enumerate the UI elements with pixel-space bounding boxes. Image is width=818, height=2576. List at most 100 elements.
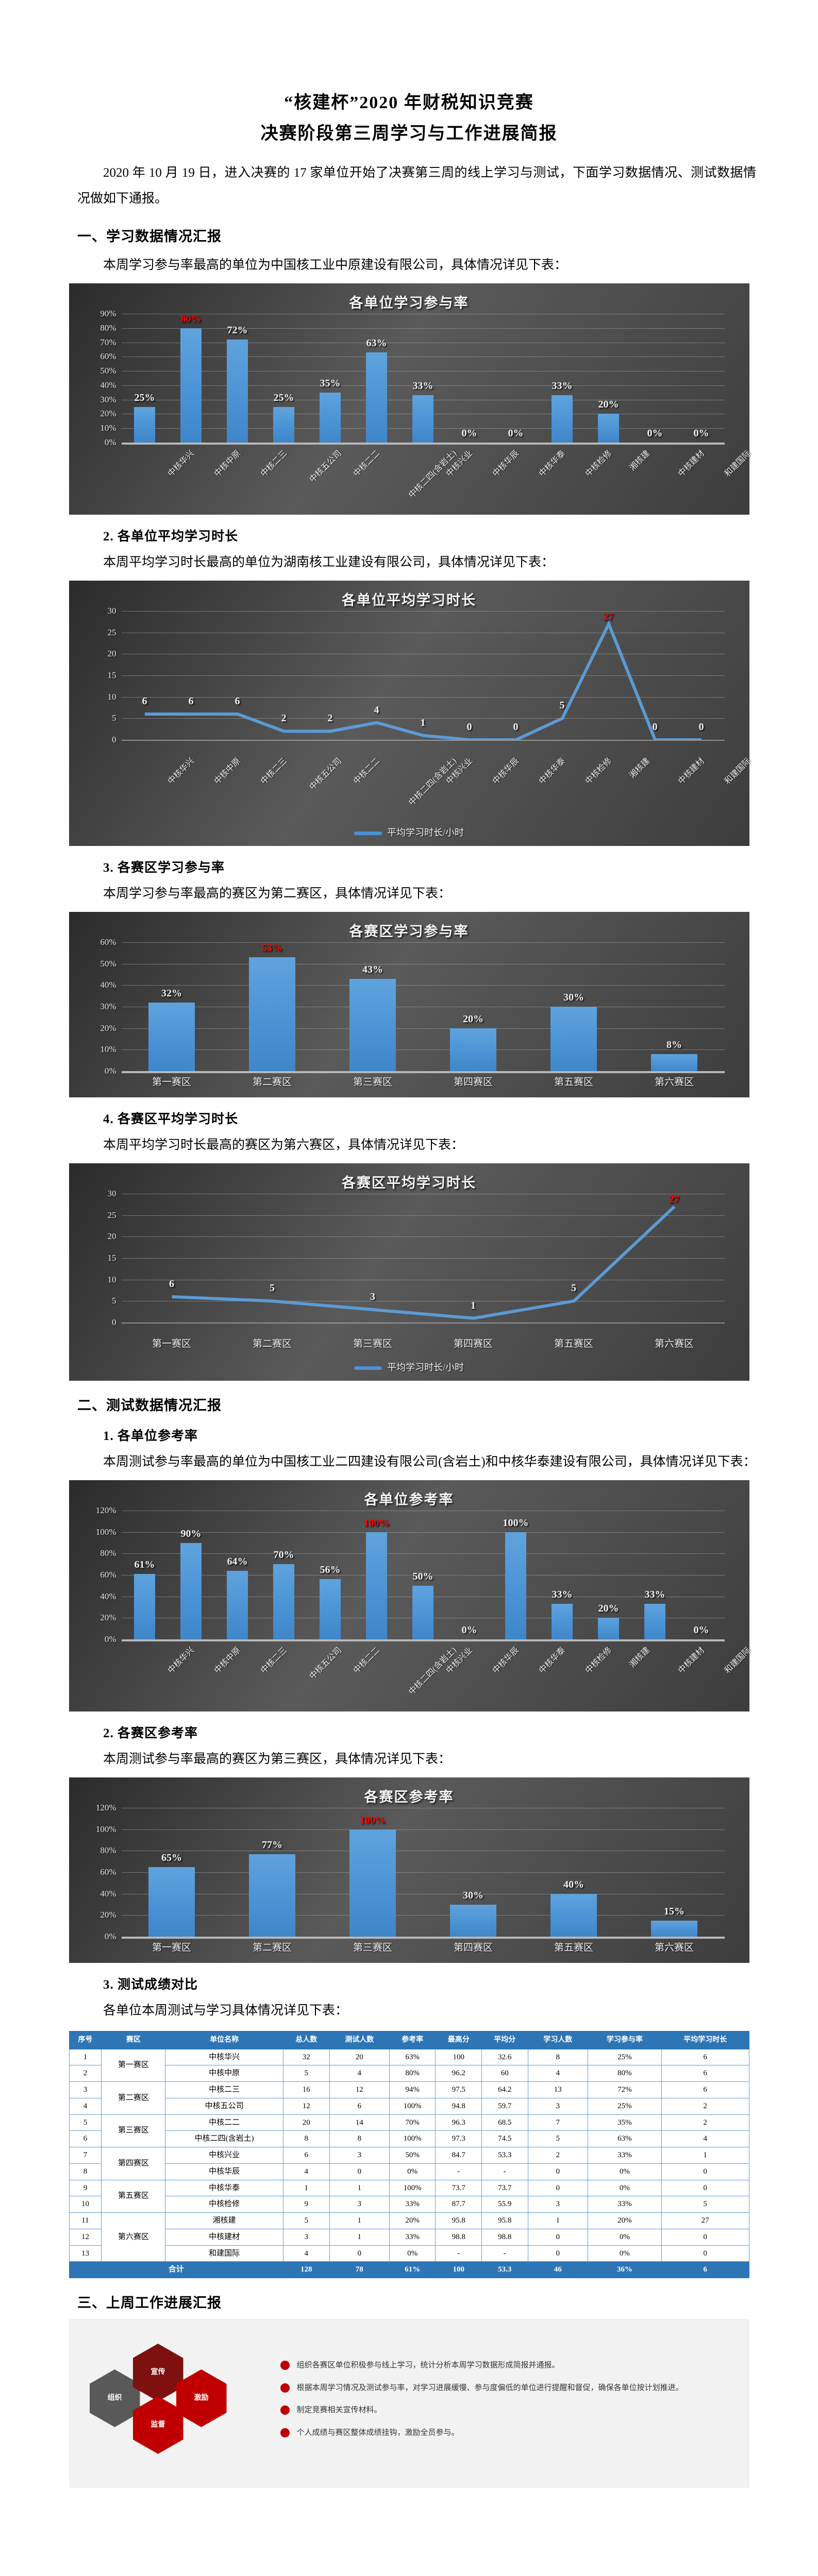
point-value-label: 6 bbox=[169, 1278, 174, 1290]
x-tick-label: 和建国际 bbox=[723, 449, 753, 479]
table-cell: 11 bbox=[69, 2212, 102, 2229]
table-zone-cell: 第一赛区 bbox=[101, 2048, 166, 2082]
bar bbox=[651, 1920, 697, 1937]
table-cell: 中核兴业 bbox=[165, 2147, 284, 2164]
table-cell: 100% bbox=[389, 2097, 436, 2115]
y-tick: 80% bbox=[100, 323, 116, 333]
table-header-cell: 测试人数 bbox=[329, 2031, 390, 2049]
table-cell: 3 bbox=[527, 2196, 588, 2213]
bar-value-label: 80% bbox=[180, 313, 202, 325]
plot-area: 0 5 10 15 20 25 30 6 6 6 2 2 4 1 0 0 5 27 0 0 bbox=[90, 606, 729, 750]
hexagon-tile: 宣传 bbox=[132, 2344, 183, 2401]
x-tick-label: 中核二二 bbox=[352, 756, 382, 786]
chart-title: 各赛区参考率 bbox=[364, 1789, 454, 1805]
bar-column: 53% bbox=[222, 942, 323, 1071]
bar-value-label: 33% bbox=[644, 1589, 665, 1601]
chart-unit-exam-rate: 各单位参考率 0% 20% 40% 60% 80% 100% 120% 61% 90% 64% 70%… bbox=[69, 1480, 753, 1711]
bar-series: 25% 80% 72% 25% 35% 63% 33% 0% 0% 33% 20% 0% 0% bbox=[122, 313, 725, 443]
bullet-text: 组织各赛区单位积极参与线上学习，统计分析本周学习数据形成简报并通报。 bbox=[296, 2361, 560, 2369]
y-tick: 10% bbox=[100, 423, 116, 433]
table-cell: 0% bbox=[389, 2245, 436, 2262]
table-cell: 6 bbox=[661, 2048, 749, 2066]
bar-column: 72% bbox=[214, 314, 261, 443]
table-row: 10 中核检修 9 3 33% 87.7 55.9 3 33% 5 bbox=[69, 2196, 749, 2213]
table-cell: 80% bbox=[389, 2065, 436, 2082]
bar-column: 0% bbox=[678, 314, 725, 443]
chart-title: 各赛区平均学习时长 bbox=[342, 1175, 476, 1191]
bar-series: 61% 90% 64% 70% 56% 100% 50% 0% 100% 33% 20% 33% 0% bbox=[122, 1511, 725, 1639]
y-tick: 30% bbox=[100, 1002, 116, 1011]
y-tick: 40% bbox=[100, 1888, 116, 1899]
bullet-dot-icon bbox=[280, 2383, 290, 2393]
y-tick: 25 bbox=[107, 1210, 116, 1220]
bar-value-label: 61% bbox=[134, 1558, 155, 1570]
bullet-dot-icon bbox=[280, 2428, 290, 2437]
bar bbox=[505, 1532, 527, 1639]
intro-paragraph: 2020 年 10 月 19 日，进入决赛的 17 家单位开始了决赛第三周的线上… bbox=[77, 166, 756, 206]
y-tick: 40% bbox=[100, 980, 116, 990]
table-cell: 68.5 bbox=[481, 2114, 528, 2131]
bar-value-label: 20% bbox=[598, 399, 619, 411]
table-cell: 10 bbox=[69, 2196, 102, 2213]
table-cell: 0% bbox=[587, 2228, 662, 2246]
bar-column: 25% bbox=[261, 314, 307, 443]
line-series-wrap: 6 6 6 2 2 4 1 0 0 5 27 0 0 bbox=[122, 611, 725, 740]
bar-value-label: 90% bbox=[180, 1528, 202, 1539]
bar-value-label: 32% bbox=[161, 987, 182, 999]
table-cell: 6 bbox=[329, 2097, 390, 2115]
bar bbox=[273, 1564, 295, 1639]
table-cell: 74.5 bbox=[481, 2130, 528, 2147]
bar-series: 32% 53% 43% 20% 30% 8% bbox=[122, 942, 725, 1071]
data-line bbox=[145, 624, 702, 740]
table-row: 7 第四赛区 中核兴业 6 3 50% 84.7 53.3 2 33% 1 bbox=[69, 2147, 749, 2180]
y-tick: 10 bbox=[107, 691, 116, 702]
x-tick-label: 中核华泰 bbox=[538, 756, 567, 786]
bullet-dot-icon bbox=[280, 2405, 290, 2415]
bar-column: 100% bbox=[323, 1808, 423, 1937]
y-tick: 30 bbox=[107, 1189, 116, 1198]
bar-column: 30% bbox=[524, 942, 624, 1071]
bar bbox=[148, 1867, 195, 1937]
table-total-row: 合计 128 78 61% 100 53.3 46 36% 6 bbox=[69, 2261, 749, 2278]
bar-column: 33% bbox=[632, 1511, 678, 1639]
y-tick: 30 bbox=[107, 606, 116, 616]
table-cell: 97.3 bbox=[435, 2130, 482, 2147]
x-tick-label: 第一赛区 bbox=[152, 1338, 191, 1349]
table-row: 11 第六赛区 湘核建 5 1 20% 95.8 95.8 1 20% 27 bbox=[69, 2212, 749, 2262]
table-zone-cell: 第五赛区 bbox=[101, 2179, 166, 2213]
y-tick: 20% bbox=[100, 1613, 116, 1623]
table-cell: 0% bbox=[587, 2245, 662, 2262]
y-tick: 0% bbox=[104, 437, 116, 447]
x-tick-label: 中核检修 bbox=[584, 1646, 614, 1675]
table-row: 5 第三赛区 中核二二 20 14 70% 96.3 68.5 7 35% 2 bbox=[69, 2114, 749, 2147]
bar-value-label: 53% bbox=[262, 942, 282, 954]
section-1-2-text: 本周平均学习时长最高的单位为湖南核工业建设有限公司，具体情况详见下表： bbox=[103, 555, 555, 569]
table-cell: 4 bbox=[329, 2065, 390, 2082]
work-progress-panel: 组织 宣传 监督 激励 组织各赛区单位积极参与线上学习，统计分析本周学习数据形成简报并… bbox=[69, 2319, 749, 2488]
bar bbox=[226, 1570, 248, 1639]
x-axis-labels: 第一赛区 第二赛区 第三赛区 第四赛区 第五赛区 第六赛区 bbox=[122, 1940, 725, 1954]
table-cell: 100% bbox=[389, 2179, 436, 2197]
bar-column: 20% bbox=[586, 314, 632, 443]
y-tick: 50% bbox=[100, 958, 116, 969]
bullet-item: 制定竞赛相关宣传材料。 bbox=[280, 2403, 729, 2417]
y-axis-labels: 0 5 10 15 20 25 30 bbox=[90, 606, 120, 750]
table-cell: 0 bbox=[527, 2245, 588, 2262]
table-cell: 3 bbox=[329, 2147, 390, 2164]
point-value-label: 0 bbox=[513, 721, 519, 733]
chart-title: 各单位学习参与率 bbox=[349, 295, 469, 311]
table-total-cell: 100 bbox=[435, 2261, 482, 2278]
bar-value-label: 50% bbox=[412, 1570, 433, 1582]
bar-value-label: 63% bbox=[366, 337, 387, 349]
section-2-3-text: 各单位本周测试与学习具体情况详见下表： bbox=[103, 2004, 348, 2018]
bar-column: 40% bbox=[524, 1808, 624, 1937]
plot-area: 0% 10% 20% 30% 40% 50% 60% 70% 80% 90% 25% 80% 72% 25… bbox=[90, 309, 729, 447]
y-tick: 40% bbox=[100, 1591, 116, 1601]
table-cell: 湘核建 bbox=[165, 2212, 284, 2229]
x-axis bbox=[121, 1639, 725, 1641]
bar-column: 43% bbox=[323, 942, 423, 1071]
table-cell: 中核二四(含岩土) bbox=[165, 2130, 284, 2147]
bar-value-label: 20% bbox=[598, 1603, 619, 1615]
bar-column: 80% bbox=[168, 313, 214, 443]
bar bbox=[180, 328, 202, 443]
